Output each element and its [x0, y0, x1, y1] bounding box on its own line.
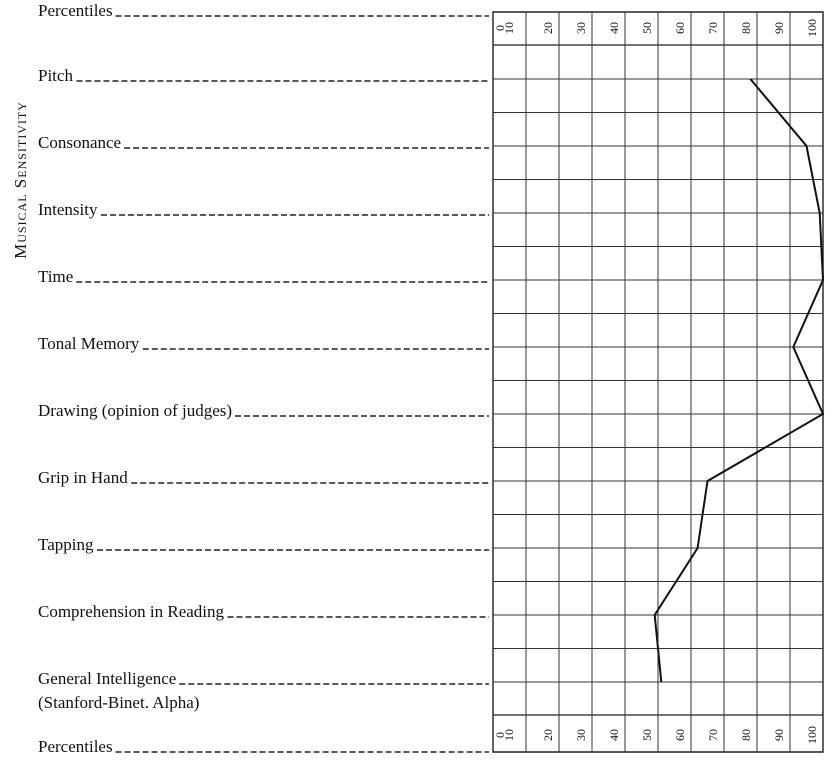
x-tick-label: 100	[805, 19, 819, 37]
x-tick-label: 70	[706, 22, 720, 34]
category-label: Grip in Hand	[38, 468, 128, 487]
category-label: Pitch	[38, 66, 73, 85]
x-tick-label: 50	[640, 729, 654, 741]
x-tick-label: 80	[739, 22, 753, 34]
x-axis-label: Percentiles	[38, 737, 113, 756]
category-label: Drawing (opinion of judges)	[38, 401, 232, 420]
category-label: Consonance	[38, 133, 121, 152]
category-label: Comprehension in Reading	[38, 602, 225, 621]
x-tick-label: 60	[673, 22, 687, 34]
x-tick-label: 10	[502, 22, 516, 34]
profile-line	[653, 78, 825, 683]
category-label: General Intelligence	[38, 669, 176, 688]
x-tick-label: 20	[541, 22, 555, 34]
x-tick-label: 80	[739, 729, 753, 741]
x-tick-label: 30	[574, 22, 588, 34]
category-label: Tonal Memory	[38, 334, 140, 353]
category-label: Tapping	[38, 535, 94, 554]
category-label: Intensity	[38, 200, 98, 219]
x-tick-label: 90	[772, 22, 786, 34]
x-tick-label: 40	[607, 729, 621, 741]
x-tick-label: 90	[772, 729, 786, 741]
x-tick-label: 20	[541, 729, 555, 741]
x-tick-label: 0	[493, 732, 507, 738]
x-tick-label: 100	[805, 726, 819, 744]
x-axis-label: Percentiles	[38, 1, 113, 20]
annotation: (Stanford-Binet. Alpha)	[38, 693, 199, 712]
x-tick-label: 40	[607, 22, 621, 34]
x-tick-label: 60	[673, 729, 687, 741]
x-tick-label: 0	[493, 25, 507, 31]
x-tick-label: 10	[502, 729, 516, 741]
x-tick-label: 70	[706, 729, 720, 741]
category-label: Time	[38, 267, 73, 286]
x-tick-label: 30	[574, 729, 588, 741]
x-tick-label: 50	[640, 22, 654, 34]
group-label: Musical Sensitivity	[11, 101, 30, 259]
